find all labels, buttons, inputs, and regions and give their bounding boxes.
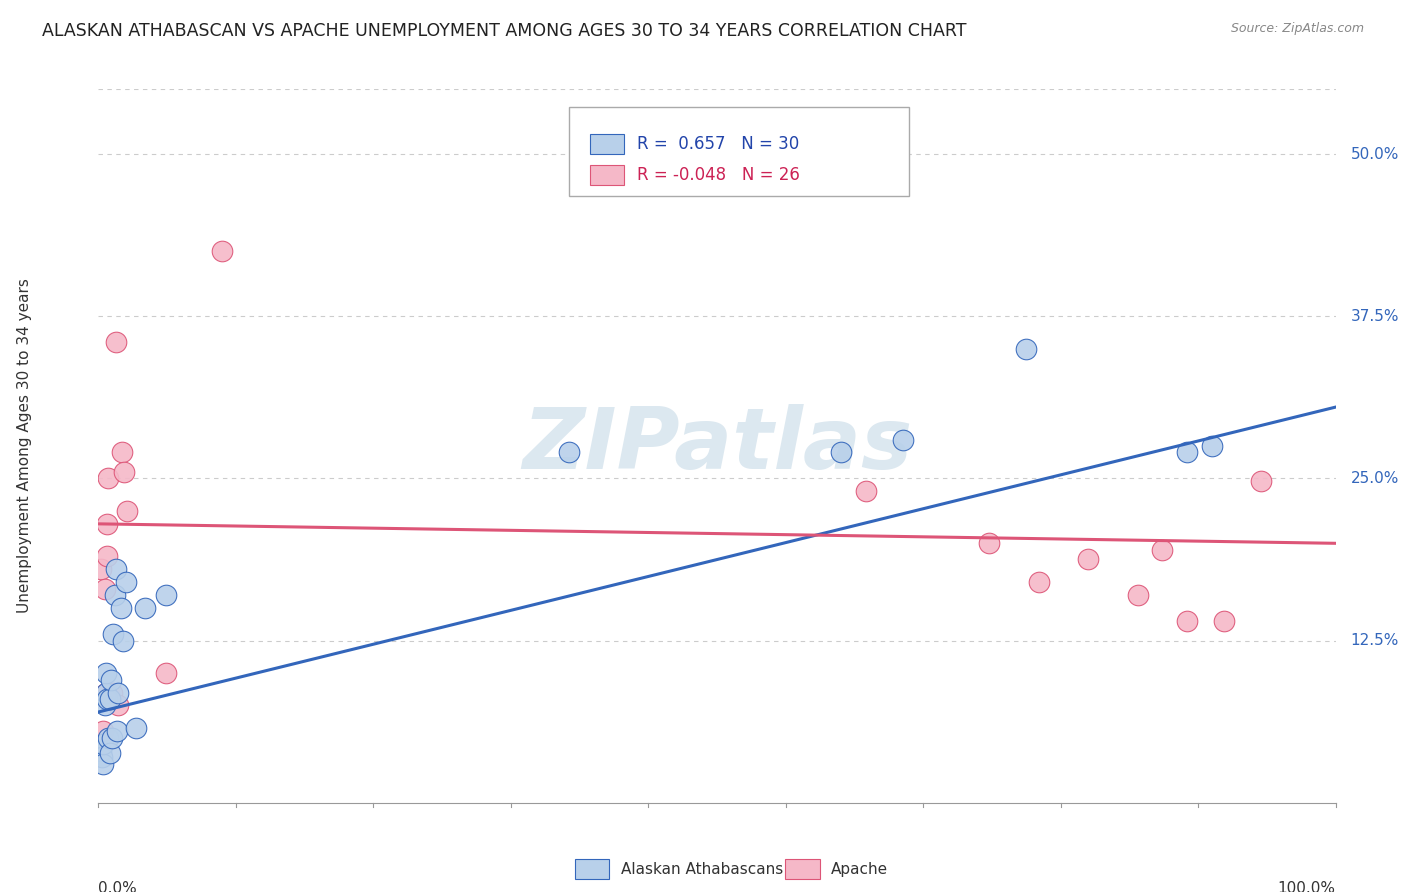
Text: Source: ZipAtlas.com: Source: ZipAtlas.com: [1230, 22, 1364, 36]
Point: [97, 471, 120, 485]
Point: [94, 666, 117, 681]
Point: [1126, 588, 1149, 602]
Point: [1175, 614, 1198, 628]
Point: [112, 633, 135, 648]
Point: [1201, 439, 1223, 453]
Point: [979, 536, 1001, 550]
Point: [855, 484, 877, 499]
Point: [1077, 552, 1099, 566]
Text: 12.5%: 12.5%: [1351, 633, 1399, 648]
Point: [557, 445, 579, 459]
Text: 100.0%: 100.0%: [1278, 880, 1336, 892]
Point: [155, 666, 177, 681]
FancyBboxPatch shape: [785, 859, 820, 880]
Point: [93, 738, 115, 752]
Point: [1250, 474, 1272, 488]
Point: [101, 685, 124, 699]
Point: [104, 562, 127, 576]
Point: [134, 601, 156, 615]
Point: [211, 244, 233, 259]
Text: R = -0.048   N = 26: R = -0.048 N = 26: [637, 166, 800, 184]
Text: ZIPatlas: ZIPatlas: [522, 404, 912, 488]
Point: [112, 465, 135, 479]
Text: Alaskan Athabascans: Alaskan Athabascans: [620, 862, 783, 877]
Point: [830, 445, 852, 459]
Point: [115, 504, 138, 518]
Point: [103, 627, 125, 641]
Text: R =  0.657   N = 30: R = 0.657 N = 30: [637, 136, 799, 153]
Point: [96, 549, 118, 564]
Text: ALASKAN ATHABASCAN VS APACHE UNEMPLOYMENT AMONG AGES 30 TO 34 YEARS CORRELATION : ALASKAN ATHABASCAN VS APACHE UNEMPLOYMEN…: [42, 22, 967, 40]
Text: Apache: Apache: [831, 862, 889, 877]
Point: [97, 731, 120, 745]
Point: [93, 724, 115, 739]
Point: [98, 747, 121, 761]
Point: [93, 756, 115, 771]
Point: [891, 433, 914, 447]
Point: [1175, 445, 1198, 459]
Point: [96, 692, 118, 706]
Point: [1152, 542, 1174, 557]
Text: 37.5%: 37.5%: [1351, 309, 1399, 324]
Point: [98, 692, 121, 706]
Point: [91, 750, 114, 764]
Point: [107, 685, 129, 699]
Point: [90, 562, 112, 576]
Point: [90, 744, 112, 758]
Point: [111, 445, 134, 459]
Point: [107, 698, 129, 713]
Point: [94, 685, 117, 699]
Point: [104, 335, 127, 350]
Point: [93, 582, 115, 596]
Point: [1028, 575, 1050, 590]
FancyBboxPatch shape: [589, 165, 624, 185]
Point: [98, 692, 121, 706]
Text: 25.0%: 25.0%: [1351, 471, 1399, 486]
Point: [1213, 614, 1236, 628]
FancyBboxPatch shape: [568, 107, 908, 196]
Point: [96, 516, 118, 531]
Point: [155, 588, 177, 602]
Point: [103, 588, 125, 602]
Point: [110, 601, 132, 615]
Text: Unemployment Among Ages 30 to 34 years: Unemployment Among Ages 30 to 34 years: [17, 278, 32, 614]
Point: [101, 731, 124, 745]
Point: [94, 685, 117, 699]
Point: [93, 698, 115, 713]
FancyBboxPatch shape: [589, 134, 624, 154]
Point: [100, 673, 122, 687]
Point: [1015, 342, 1038, 356]
Point: [124, 721, 146, 735]
Point: [669, 147, 692, 161]
Point: [114, 575, 136, 590]
Point: [105, 724, 128, 739]
FancyBboxPatch shape: [575, 859, 609, 880]
Text: 0.0%: 0.0%: [98, 880, 138, 892]
Text: 50.0%: 50.0%: [1351, 146, 1399, 161]
